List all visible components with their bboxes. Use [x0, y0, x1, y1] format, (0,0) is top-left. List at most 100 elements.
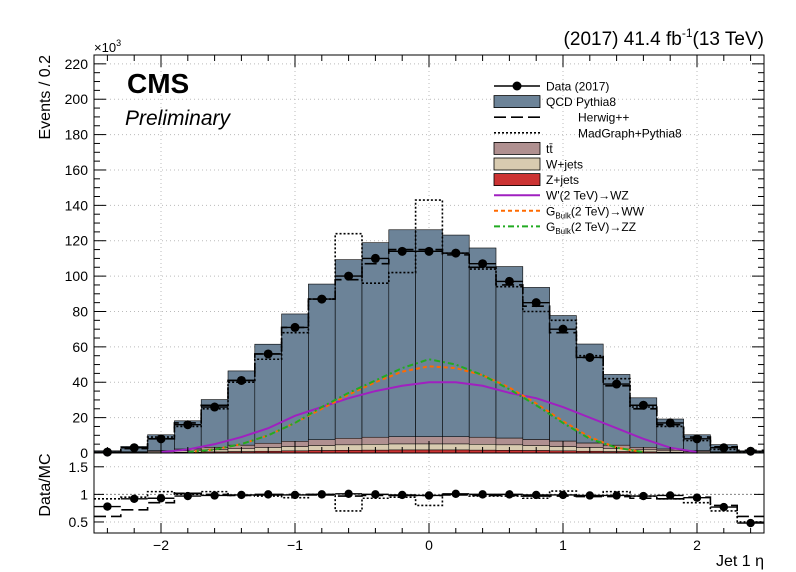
lumi-sup: -1	[682, 26, 693, 40]
legend-swatch	[493, 95, 541, 108]
ratio-point	[505, 490, 514, 499]
y-tick-label: 60	[72, 339, 88, 355]
data-point	[317, 294, 327, 304]
data-point	[558, 324, 568, 334]
qcd-bar	[308, 283, 336, 441]
ratio-point	[424, 491, 434, 500]
ratio-point	[130, 494, 139, 503]
ratio-point	[398, 490, 407, 500]
ttbar-bar	[495, 437, 524, 446]
ttbar-bar	[388, 436, 416, 445]
ratio-y-tick-label: 1	[80, 486, 88, 502]
ratio-point	[344, 489, 353, 499]
qcd-bar	[388, 229, 416, 438]
ratio-point	[666, 491, 675, 500]
legend-label: Data (2017)	[546, 80, 609, 94]
y-tick-label: 80	[72, 303, 88, 319]
y-tick-label: 180	[65, 127, 89, 143]
ttbar-bar	[442, 436, 470, 445]
ratio-y-tick-label: 0.5	[69, 514, 89, 530]
lumi-text: (2017) 41.4 fb	[564, 29, 682, 50]
ratio-point	[451, 489, 460, 499]
lumi-label: (2017) 41.4 fb-1(13 TeV)	[564, 26, 764, 50]
ratio-point	[317, 490, 326, 499]
data-point	[638, 400, 648, 410]
x-tick-label: −1	[287, 537, 303, 553]
ratio-point	[558, 490, 568, 500]
ttbar-bar	[522, 439, 550, 446]
legend-swatch	[493, 173, 541, 187]
experiment-label: CMS	[127, 68, 189, 99]
qcd-bar	[549, 315, 577, 442]
ratio-y-axis-label: Data/MC	[37, 453, 54, 516]
y-tick-label: 200	[65, 91, 89, 107]
ratio-point	[478, 490, 487, 499]
data-point	[397, 246, 407, 256]
legend-swatch	[493, 157, 541, 171]
legend-label: W+jets	[546, 158, 583, 172]
data-point	[451, 248, 461, 258]
legend-label: tt̄	[546, 142, 553, 156]
ttbar-bar	[361, 437, 390, 445]
ratio-point	[639, 491, 648, 501]
ratio-point	[183, 491, 192, 501]
x-tick-label: 0	[425, 537, 433, 553]
legend-label: W'(2 TeV)→WZ	[546, 189, 629, 203]
ttbar-bar	[334, 438, 363, 446]
ratio-point	[103, 502, 112, 511]
ratio-y-tick-label: 1.5	[69, 459, 89, 475]
data-point	[585, 352, 595, 362]
legend: Data (2017)QCD Pythia8 Herwig++MadGraph+P…	[493, 80, 682, 236]
data-point	[290, 322, 300, 332]
ratio-point	[264, 490, 273, 499]
legend-swatch	[493, 141, 541, 155]
ratio-point	[719, 502, 728, 512]
ratio-point	[612, 491, 621, 500]
x-tick-label: 1	[559, 537, 567, 553]
data-point	[531, 298, 541, 308]
x-tick-label: −2	[153, 537, 169, 553]
data-point	[665, 418, 675, 428]
legend-label: QCD Pythia8	[546, 95, 616, 109]
qcd-bar	[361, 242, 390, 438]
ratio-point	[237, 490, 246, 500]
exponent-label: ×103	[94, 38, 121, 55]
exponent-power: 3	[116, 38, 121, 48]
data-point	[156, 434, 166, 444]
data-point	[236, 375, 246, 385]
data-point	[478, 259, 488, 269]
exponent-base: ×10	[94, 40, 116, 55]
qcd-bar	[495, 266, 524, 439]
legend-label: Z+jets	[546, 173, 579, 187]
ratio-point	[156, 494, 166, 503]
data-point	[344, 271, 354, 281]
y-tick-label: 20	[72, 410, 88, 426]
data-point	[692, 434, 702, 444]
qcd-bar	[468, 247, 497, 438]
y-tick-label: 140	[65, 197, 89, 213]
qcd-bar	[522, 287, 550, 440]
data-point	[370, 253, 380, 263]
y-tick-label: 120	[65, 233, 89, 249]
data-point	[263, 349, 273, 359]
x-tick-label: 2	[693, 537, 701, 553]
ratio-point	[290, 490, 300, 500]
data-point	[210, 402, 220, 412]
data-point	[424, 246, 434, 256]
legend-label: MadGraph+Pythia8	[578, 126, 682, 140]
y-tick-label: 220	[65, 56, 89, 72]
x-axis-label: Jet 1 η	[716, 553, 764, 570]
y-tick-label: 40	[72, 374, 88, 390]
data-point	[504, 276, 514, 286]
y-tick-label: 100	[65, 268, 89, 284]
ttbar-bar	[308, 439, 336, 446]
ratio-point	[692, 493, 702, 502]
madgraph-line	[94, 199, 764, 453]
legend-marker	[512, 81, 522, 91]
qcd-bar	[415, 229, 443, 438]
ratio-marks	[94, 489, 764, 528]
y-tick-label: 0	[80, 445, 88, 461]
gbulk-ww-curve	[187, 365, 644, 454]
axes: 0 20 40 60 80 100 120 140 160 180 200 220 −2 −1 0 1 2 0.5…	[65, 55, 764, 553]
